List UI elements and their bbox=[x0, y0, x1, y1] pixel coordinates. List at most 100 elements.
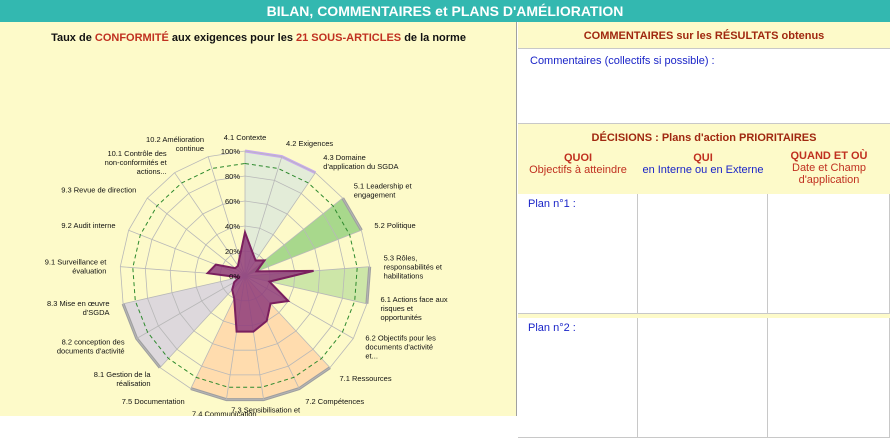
column-quand-title: QUAND ET OÙ bbox=[790, 150, 868, 162]
axis-label-line: 10.2 Amélioration bbox=[146, 135, 204, 144]
tick-label: 60% bbox=[225, 197, 240, 206]
axis-spoke-2 bbox=[244, 172, 316, 277]
tick-label: 100% bbox=[221, 147, 241, 156]
tick-label: 80% bbox=[225, 172, 240, 181]
axis-label-line: d'SGDA bbox=[83, 308, 110, 317]
grid-ring-60 bbox=[169, 200, 321, 351]
column-qui-title: QUI bbox=[693, 152, 713, 164]
plan-2-quoi-cell[interactable]: Plan n°2 : bbox=[518, 318, 638, 438]
plan-1-quoi-cell[interactable]: Plan n°1 : bbox=[518, 194, 638, 314]
axis-label-line: évaluation bbox=[72, 267, 106, 276]
axis-spoke-19 bbox=[174, 172, 246, 277]
comments-title: COMMENTAIRES sur les RÉSULTATS obtenus bbox=[583, 30, 825, 42]
axis-label-line: 7.2 Compétences bbox=[305, 397, 364, 406]
plan-1-label: Plan n°1 : bbox=[528, 198, 576, 210]
axis-spoke-4 bbox=[244, 229, 362, 277]
radar-title-accent-conformite: CONFORMITÉ bbox=[94, 32, 169, 44]
axis-label-9: 7.2 Compétences bbox=[305, 397, 364, 406]
page-title: BILAN, COMMENTAIRES et PLANS D'AMÉLIORAT… bbox=[0, 0, 890, 22]
column-qui: QUI en Interne ou en Externe bbox=[638, 152, 768, 176]
plan-2-quand-cell[interactable] bbox=[768, 318, 890, 438]
axis-label-20: 10.2 Amélioration continue bbox=[146, 135, 204, 153]
axis-label-11: 7.4 Communication bbox=[192, 409, 257, 416]
grid-ring-100 bbox=[119, 150, 371, 401]
grid-ring-80 bbox=[144, 175, 346, 376]
axis-label-line: 5.3 Rôles, bbox=[384, 254, 418, 263]
column-quoi-title: QUOI bbox=[563, 152, 593, 164]
plan-1-quand-cell[interactable] bbox=[768, 194, 890, 314]
target-ring bbox=[132, 162, 358, 388]
axis-label-line: opportunités bbox=[381, 313, 423, 322]
plans-grid: Plan n°1 : Plan n°2 : bbox=[518, 194, 890, 438]
axis-label-14: 8.2 conception des documents d'activité bbox=[57, 338, 125, 356]
section-wedge-0 bbox=[245, 151, 316, 276]
decisions-title: DÉCISIONS : Plans d'action PRIORITAIRES bbox=[591, 132, 817, 144]
axis-label-line: réalisation bbox=[116, 379, 150, 388]
axis-label-line: d'application du SGDA bbox=[323, 162, 398, 171]
plan-2-qui-cell[interactable] bbox=[638, 318, 768, 438]
axis-label-line: engagement bbox=[354, 190, 397, 199]
axis-label-line: 4.3 Domaine bbox=[323, 153, 366, 162]
axis-spoke-20 bbox=[207, 156, 246, 277]
radar-title: Taux de CONFORMITÉ aux exigences pour le… bbox=[0, 32, 517, 44]
axis-label-2: 4.3 Domaine d'application du SGDA bbox=[323, 153, 398, 171]
axis-label-13: 8.1 Gestion de la réalisation bbox=[94, 370, 152, 388]
axis-label-line: 9.3 Revue de direction bbox=[61, 185, 136, 194]
section-wedge-5 bbox=[123, 276, 245, 368]
column-quoi-sub: Objectifs à atteindre bbox=[529, 164, 627, 176]
axis-label-line: documents d'activité bbox=[365, 343, 433, 352]
axis-label-line: 5.2 Politique bbox=[374, 221, 415, 230]
axis-label-0: 4.1 Contexte bbox=[224, 133, 267, 142]
axis-label-line: et... bbox=[365, 352, 378, 361]
axis-label-line: 7.5 Documentation bbox=[122, 397, 185, 406]
axis-label-10: 7.3 Sensibilisation etformation bbox=[231, 405, 301, 416]
tick-label: 20% bbox=[225, 247, 240, 256]
axis-label-line: documents d'activité bbox=[57, 347, 125, 356]
radar-panel: Taux de CONFORMITÉ aux exigences pour le… bbox=[0, 22, 517, 416]
comments-box[interactable]: Commentaires (collectifs si possible) : bbox=[518, 48, 890, 124]
plan-row-2: Plan n°2 : bbox=[518, 318, 890, 438]
axis-label-line: 5.1 Leadership et bbox=[354, 181, 413, 190]
tick-label: 0% bbox=[229, 272, 240, 281]
axis-label-6: 6.1 Actions face aux risques et opportunit… bbox=[381, 295, 448, 322]
section-wedge-1 bbox=[245, 198, 362, 276]
axis-label-15: 8.3 Mise en œuvre d'SGDA bbox=[47, 299, 110, 317]
axis-label-line: actions... bbox=[137, 167, 167, 176]
radar-title-prefix: Taux de bbox=[51, 32, 95, 44]
section-wedge-4 bbox=[190, 276, 330, 400]
comments-panel: COMMENTAIRES sur les RÉSULTATS obtenus C… bbox=[518, 22, 890, 438]
axis-label-line: 6.2 Objectifs pour les bbox=[365, 334, 436, 343]
tick-label: 40% bbox=[225, 222, 240, 231]
data-series-area bbox=[205, 228, 314, 333]
axis-label-line: 8.2 conception des bbox=[62, 338, 125, 347]
axis-label-8: 7.1 Ressources bbox=[340, 374, 392, 383]
axis-label-line: 4.2 Exigences bbox=[286, 139, 333, 148]
radar-chart: 0% 20% 40% 60% 80% 100% 4.1 Contexte 4.2 Exigen… bbox=[45, 133, 448, 416]
axis-label-line: 6.1 Actions face aux bbox=[381, 295, 448, 304]
radar-title-middle: aux exigences pour les bbox=[168, 32, 296, 44]
axis-label-line: 8.3 Mise en œuvre bbox=[47, 299, 110, 308]
axis-label-line: responsabilités et bbox=[384, 263, 443, 272]
axis-label-line: 4.1 Contexte bbox=[224, 133, 267, 142]
axis-label-line: habilitations bbox=[384, 272, 424, 281]
axis-label-line: non-conformités et bbox=[105, 158, 168, 167]
axis-label-line: 9.1 Surveillance et bbox=[45, 258, 108, 267]
radar-title-accent-articles: 21 SOUS-ARTICLES bbox=[296, 32, 402, 44]
axis-label-5: 5.3 Rôles, responsabilités et habilitation… bbox=[384, 254, 443, 281]
axis-label-line: continue bbox=[176, 144, 204, 153]
axis-spoke-18 bbox=[147, 197, 246, 277]
axis-label-12: 7.5 Documentation bbox=[122, 397, 185, 406]
axis-spoke-14 bbox=[136, 275, 246, 339]
axis-label-line: risques et bbox=[381, 304, 414, 313]
axis-label-18: 9.3 Revue de direction bbox=[61, 185, 136, 194]
axis-spoke-13 bbox=[159, 275, 246, 368]
radar-title-suffix: de la norme bbox=[401, 32, 466, 44]
axis-label-line: formation bbox=[250, 414, 281, 416]
axis-label-line: 9.2 Audit interne bbox=[61, 221, 115, 230]
axis-label-7: 6.2 Objectifs pour les documents d'activi… bbox=[365, 334, 436, 361]
plan-1-qui-cell[interactable] bbox=[638, 194, 768, 314]
axis-label-line: 8.1 Gestion de la bbox=[94, 370, 152, 379]
axis-label-1: 4.2 Exigences bbox=[286, 139, 333, 148]
axis-label-line: 7.4 Communication bbox=[192, 409, 257, 416]
axis-label-line: 10.1 Contrôle des bbox=[107, 149, 166, 158]
